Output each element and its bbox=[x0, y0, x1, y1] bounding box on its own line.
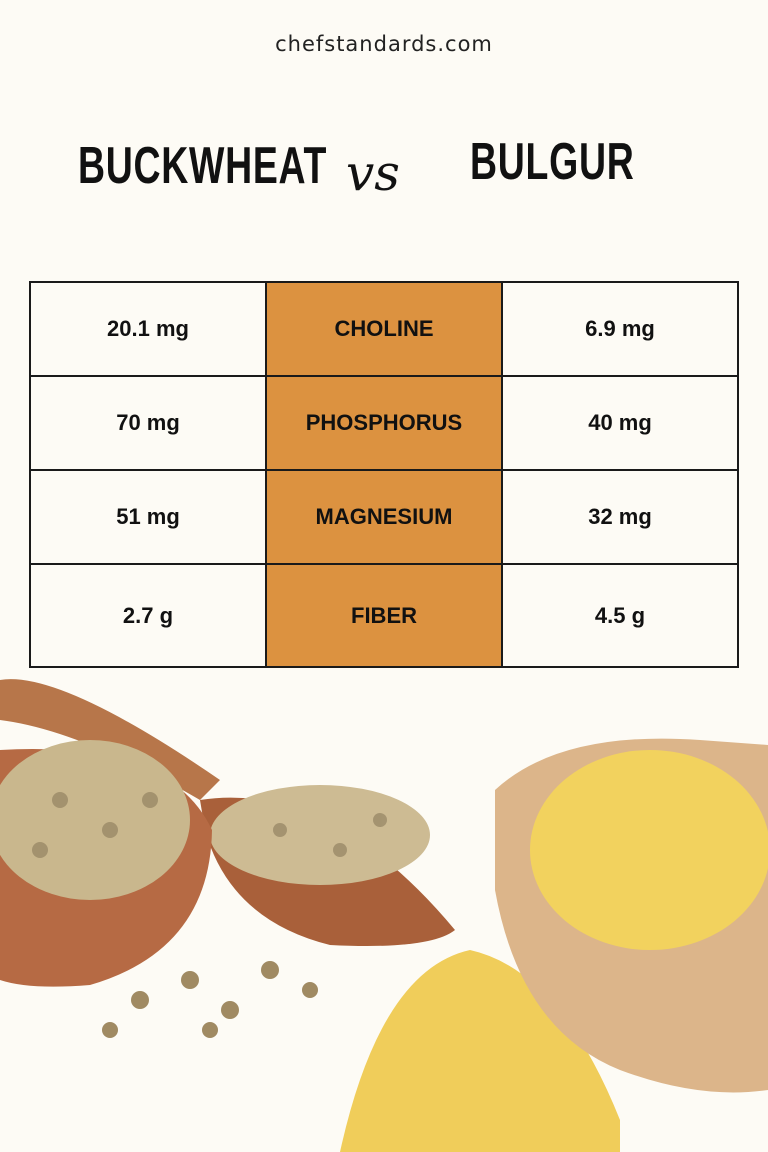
title-vs: vs bbox=[346, 144, 400, 202]
table-row: 70 mg PHOSPHORUS 40 mg bbox=[29, 375, 739, 471]
bulgur-value: 6.9 mg bbox=[501, 281, 739, 377]
table-row: 20.1 mg CHOLINE 6.9 mg bbox=[29, 281, 739, 377]
site-name: chefstandards.com bbox=[275, 32, 493, 56]
nutrient-label: PHOSPHORUS bbox=[265, 375, 503, 471]
bulgur-image bbox=[340, 738, 768, 1152]
comparison-table: 20.1 mg CHOLINE 6.9 mg 70 mg PHOSPHORUS … bbox=[29, 281, 739, 668]
buckwheat-value: 2.7 g bbox=[29, 563, 267, 668]
nutrient-label: FIBER bbox=[265, 563, 503, 668]
buckwheat-value: 51 mg bbox=[29, 469, 267, 565]
table-row: 51 mg MAGNESIUM 32 mg bbox=[29, 469, 739, 565]
grains-photo bbox=[0, 679, 768, 1152]
nutrient-label: CHOLINE bbox=[265, 281, 503, 377]
buckwheat-value: 70 mg bbox=[29, 375, 267, 471]
bulgur-value: 4.5 g bbox=[501, 563, 739, 668]
title-buckwheat: BUCKWHEAT bbox=[78, 137, 328, 195]
nutrient-label: MAGNESIUM bbox=[265, 469, 503, 565]
buckwheat-image bbox=[0, 679, 455, 1038]
buckwheat-value: 20.1 mg bbox=[29, 281, 267, 377]
title-bulgur: BULGUR bbox=[470, 133, 635, 191]
bulgur-value: 40 mg bbox=[501, 375, 739, 471]
bulgur-value: 32 mg bbox=[501, 469, 739, 565]
table-row: 2.7 g FIBER 4.5 g bbox=[29, 563, 739, 668]
